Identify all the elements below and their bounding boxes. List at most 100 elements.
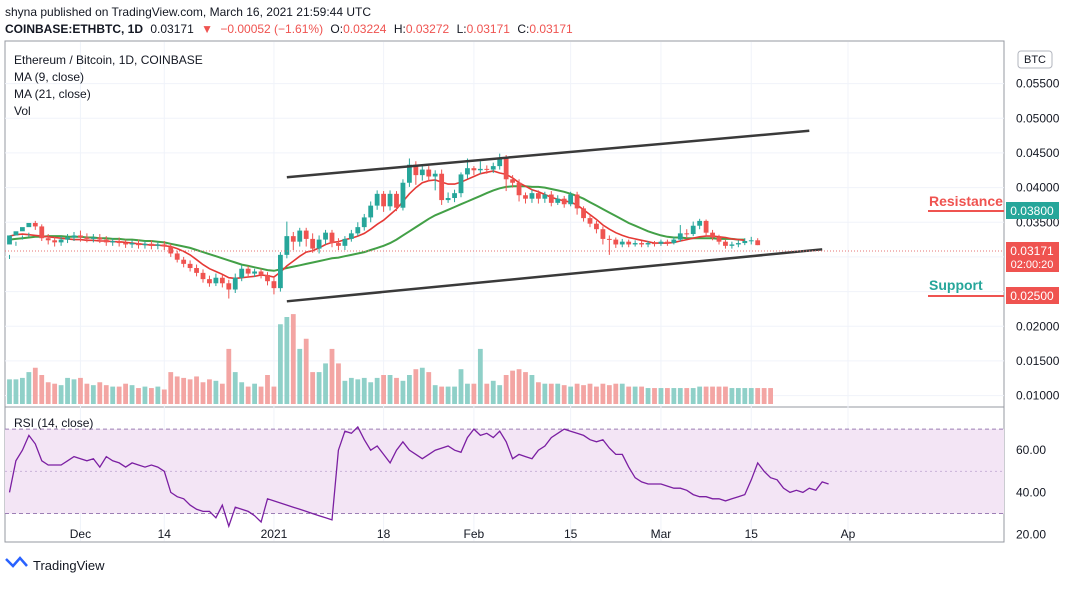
volume-bar bbox=[742, 388, 748, 404]
volume-bar bbox=[303, 338, 309, 404]
candle-body bbox=[232, 277, 238, 290]
volume-bar bbox=[258, 386, 264, 404]
candle bbox=[600, 226, 606, 245]
rsi-legend[interactable]: RSI (14, close) bbox=[14, 416, 93, 430]
volume-bar bbox=[748, 388, 754, 404]
candle bbox=[652, 240, 657, 247]
volume-bar bbox=[587, 383, 593, 404]
time-axis[interactable]: Dec 14 2021 18 Feb 15 Mar 15 Ap bbox=[70, 527, 856, 541]
candle bbox=[310, 233, 316, 253]
volume-bar bbox=[20, 377, 25, 404]
candle-body bbox=[555, 198, 561, 203]
candle-body bbox=[574, 194, 580, 209]
rsi-line bbox=[8, 425, 829, 529]
currency-badge[interactable] bbox=[1017, 50, 1053, 69]
candle-body bbox=[26, 222, 32, 228]
volume-bar bbox=[32, 367, 38, 404]
support-label: Support bbox=[929, 277, 983, 293]
candle bbox=[290, 231, 296, 250]
candle-body bbox=[387, 193, 393, 207]
volume-bar bbox=[239, 382, 245, 404]
candle-body bbox=[52, 240, 58, 243]
candle-body bbox=[368, 205, 374, 218]
volume-bar bbox=[497, 385, 503, 404]
candle-body bbox=[361, 217, 367, 228]
time-tick-label: Dec bbox=[70, 527, 91, 541]
candle-body bbox=[723, 241, 728, 246]
time-tick-label: 18 bbox=[377, 527, 391, 541]
candle-body bbox=[90, 237, 96, 239]
volume-bar bbox=[626, 386, 632, 404]
volume-bar bbox=[490, 380, 496, 404]
candle bbox=[348, 229, 354, 242]
candle bbox=[432, 170, 438, 191]
candle bbox=[452, 189, 457, 203]
candle-body bbox=[155, 244, 161, 246]
volume-bar bbox=[174, 376, 180, 404]
candle-body bbox=[690, 225, 696, 235]
rsi-tick-label: 40.00 bbox=[1016, 485, 1046, 499]
candle-body bbox=[116, 240, 122, 244]
volume-bar bbox=[665, 388, 670, 404]
candle bbox=[439, 169, 445, 205]
volume-bar bbox=[639, 386, 644, 404]
tradingview-logo[interactable]: TradingView bbox=[5, 556, 105, 573]
candle-body bbox=[710, 232, 715, 238]
volume-bar bbox=[426, 372, 432, 404]
volume-bar bbox=[13, 379, 19, 404]
rsi-pane bbox=[5, 425, 1004, 529]
candle bbox=[716, 234, 722, 245]
volume-bar bbox=[561, 385, 567, 404]
candle bbox=[78, 230, 83, 242]
volume-bar bbox=[219, 383, 225, 404]
volume-bar bbox=[465, 383, 470, 404]
candle bbox=[168, 243, 174, 257]
candle-body bbox=[297, 230, 303, 242]
candle-body bbox=[342, 238, 348, 246]
candle bbox=[748, 236, 754, 245]
candle-body bbox=[471, 168, 477, 171]
candle-body bbox=[213, 277, 219, 284]
volume-bar bbox=[271, 386, 277, 404]
candle-body bbox=[439, 173, 445, 201]
candle-body bbox=[123, 243, 128, 245]
candle-body bbox=[619, 241, 625, 245]
candle bbox=[239, 265, 245, 282]
current-price-tag bbox=[1006, 242, 1059, 272]
volume-bar bbox=[677, 388, 683, 404]
candle bbox=[303, 227, 309, 247]
volume-bar bbox=[374, 377, 380, 404]
volume-bar bbox=[755, 388, 761, 404]
candle bbox=[490, 162, 496, 174]
candle bbox=[613, 237, 619, 248]
candle bbox=[84, 233, 90, 243]
resistance-price-tag bbox=[1006, 202, 1059, 219]
candle-body bbox=[355, 227, 361, 234]
candle bbox=[710, 229, 715, 241]
candle bbox=[13, 231, 19, 246]
legend-vol[interactable]: Vol bbox=[14, 104, 31, 118]
price-tick-label: 0.04000 bbox=[1016, 181, 1060, 195]
candle-body bbox=[445, 198, 451, 201]
volume-bar bbox=[439, 386, 445, 404]
candle-body bbox=[374, 193, 380, 206]
trendlines bbox=[286, 129, 823, 303]
volume-bar bbox=[361, 377, 367, 404]
candle-body bbox=[181, 259, 187, 264]
volume-bar bbox=[84, 383, 90, 404]
legend-ma21[interactable]: MA (21, close) bbox=[14, 87, 91, 101]
volume-bar bbox=[536, 382, 541, 404]
rsi-tick-label: 60.00 bbox=[1016, 443, 1046, 457]
volume-bar bbox=[619, 383, 625, 404]
volume-bar bbox=[213, 380, 219, 404]
candle bbox=[245, 265, 251, 278]
volume-bar bbox=[394, 377, 399, 404]
legend-ma9[interactable]: MA (9, close) bbox=[14, 70, 84, 84]
candle-body bbox=[323, 232, 328, 240]
candle bbox=[374, 190, 380, 210]
time-tick-label: Feb bbox=[464, 527, 485, 541]
rsi-axis[interactable]: 60.00 40.00 20.00 bbox=[1016, 443, 1046, 541]
volume-bar bbox=[710, 386, 715, 404]
candle-body bbox=[677, 233, 683, 240]
